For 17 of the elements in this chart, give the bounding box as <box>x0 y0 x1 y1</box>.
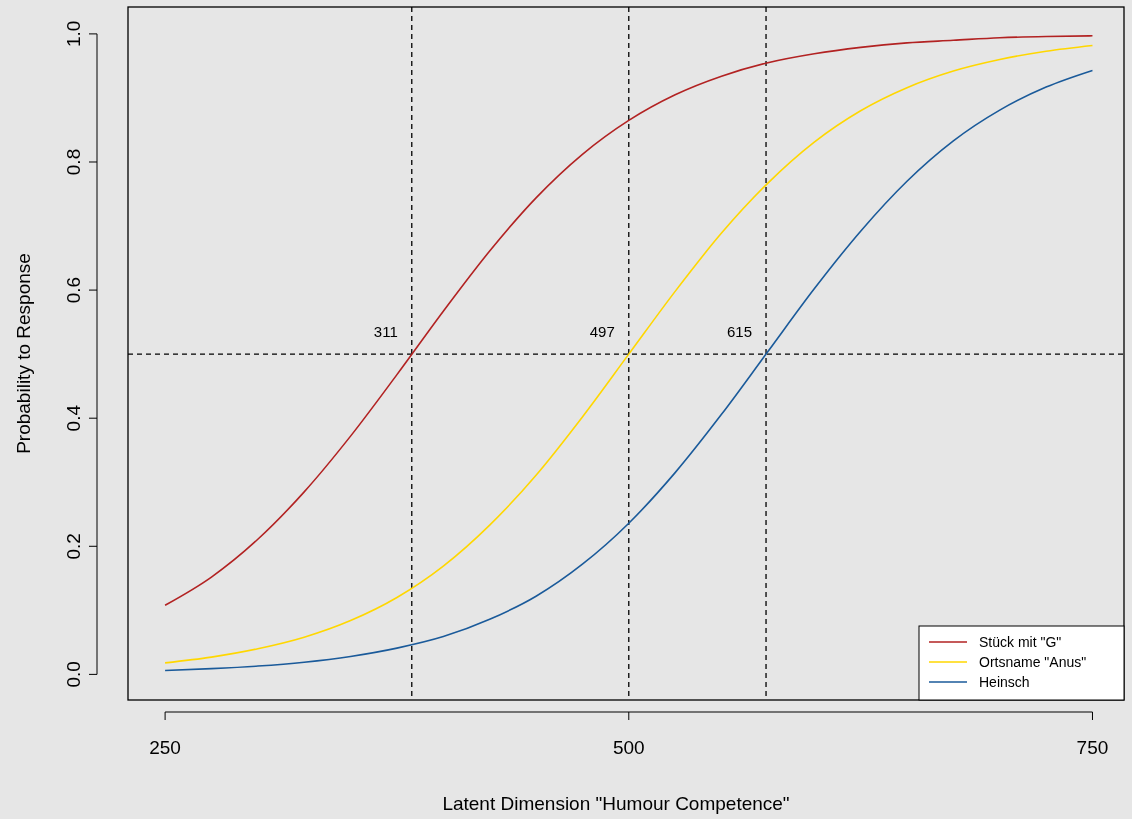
y-tick-label: 0.8 <box>63 148 84 176</box>
y-tick-label: 0.6 <box>63 276 84 304</box>
legend-label: Heinsch <box>979 674 1030 690</box>
x-tick-label: 750 <box>1076 737 1109 758</box>
annotation: 497 <box>589 323 615 341</box>
x-tick-label: 500 <box>612 737 645 758</box>
x-tick-label: 250 <box>149 737 181 758</box>
y-tick-label: 0.2 <box>63 533 84 560</box>
legend-label: Ortsname "Anus" <box>979 654 1087 670</box>
y-tick-label: 0.0 <box>63 661 84 688</box>
annotation: 615 <box>727 323 753 341</box>
y-axis-title: Probability to Response <box>13 253 34 454</box>
y-tick-label: 0.4 <box>63 404 84 432</box>
x-axis-title: Latent Dimension "Humour Competence" <box>442 793 790 814</box>
annotation: 311 <box>373 323 398 341</box>
y-tick-label: 1.0 <box>63 20 84 48</box>
legend-label: Stück mit "G" <box>979 634 1062 650</box>
